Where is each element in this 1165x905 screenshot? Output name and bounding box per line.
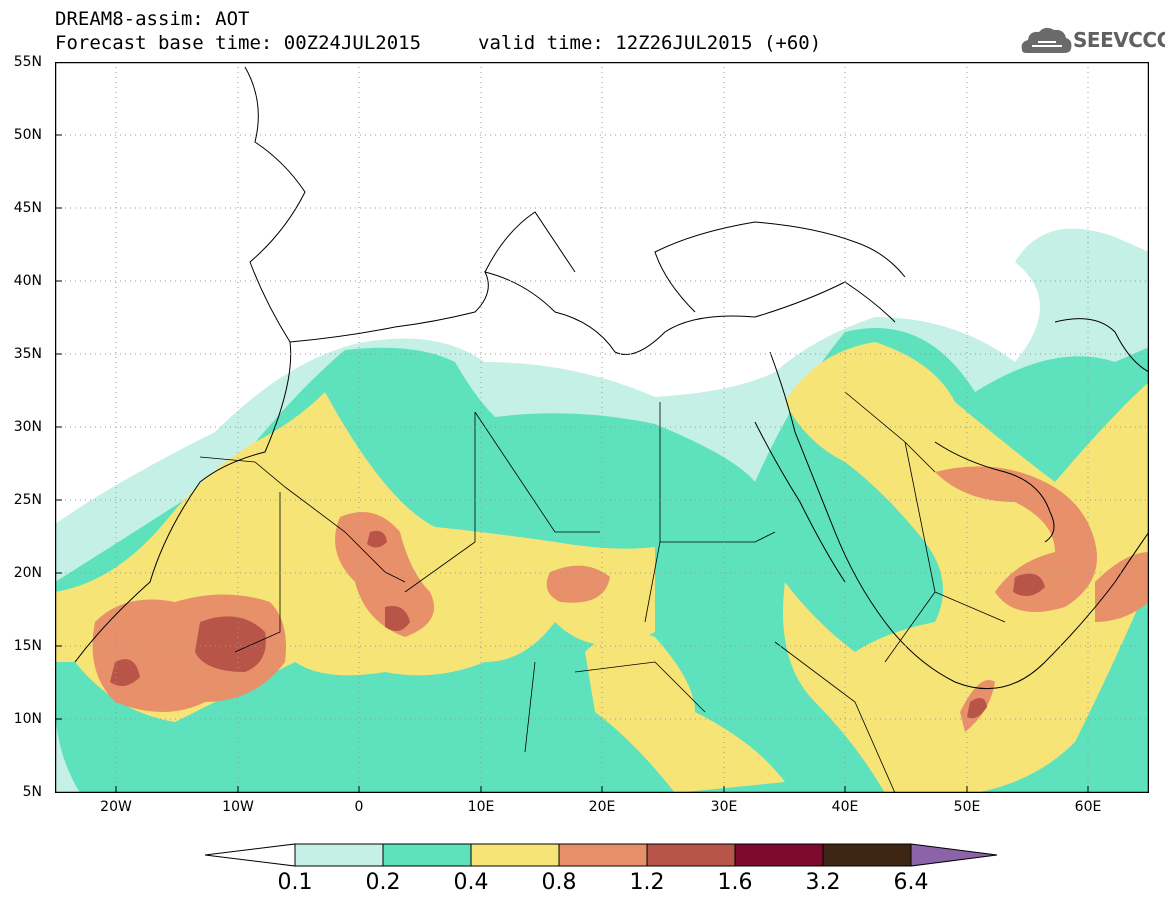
aot-fields [55, 228, 1149, 793]
band-0.4-arabia [783, 342, 1149, 793]
colorbar-label: 0.8 [541, 870, 577, 895]
colorbar-swatch [822, 843, 912, 867]
colorbar-swatch [470, 843, 560, 867]
colorbar-label: 3.2 [805, 870, 841, 895]
colorbar-swatch [558, 843, 648, 867]
lat-label: 50N [13, 127, 42, 143]
band-1.2 [195, 616, 266, 672]
borders [199, 391, 1006, 793]
colorbar-label: 0.4 [453, 870, 489, 895]
lon-label: 20W [100, 799, 132, 815]
lat-label: 35N [13, 346, 42, 362]
lat-label: 40N [13, 273, 42, 289]
lon-label: 50E [953, 799, 981, 815]
forecast-base-time: Forecast base time: 00Z24JUL2015 [55, 32, 422, 54]
lat-label: 20N [13, 565, 42, 581]
colorbar-label: 0.1 [277, 870, 313, 895]
colorbar-label: 1.6 [717, 870, 753, 895]
lat-label: 15N [13, 638, 42, 654]
cloud-icon [1021, 27, 1072, 53]
band-1.2-senegal [110, 659, 140, 686]
lat-label: 5N [22, 784, 42, 800]
colorbar-swatch [734, 843, 824, 867]
aot-map [55, 62, 1149, 793]
lon-label: 10E [467, 799, 495, 815]
lon-label: 60E [1074, 799, 1102, 815]
band-0.8-mali [335, 512, 435, 637]
lat-label: 55N [13, 54, 42, 70]
lat-label: 45N [13, 200, 42, 216]
colorbar-swatch [294, 843, 384, 867]
band-0.8-east [1095, 552, 1149, 622]
lat-label: 30N [13, 419, 42, 435]
colorbar-swatch [646, 843, 736, 867]
band-1.2-arabia [1013, 573, 1045, 596]
lon-label: 30E [710, 799, 738, 815]
colorbar-swatch [382, 843, 472, 867]
colorbar [205, 843, 998, 867]
gridlines [55, 62, 1149, 793]
lon-label: 20E [588, 799, 616, 815]
map-title: DREAM8-assim: AOT [55, 8, 250, 30]
coastlines [74, 66, 1149, 690]
band-1.2-niger [385, 606, 410, 631]
colorbar-label: 1.2 [629, 870, 665, 895]
colorbar-under [205, 843, 296, 867]
lon-label: 10W [222, 799, 254, 815]
lat-label: 10N [13, 711, 42, 727]
lon-label: 40E [831, 799, 859, 815]
colorbar-label: 0.2 [365, 870, 401, 895]
logo-text: SEEVCCC [1073, 28, 1165, 52]
axis-ticks [55, 134, 1089, 793]
band-0.8-oman [935, 466, 1097, 612]
band-0.8-chad [546, 565, 610, 603]
colorbar-label: 6.4 [893, 870, 929, 895]
lon-label: 0 [354, 799, 364, 815]
colorbar-over [910, 843, 998, 867]
band-1.2-horn [967, 698, 987, 719]
lat-label: 25N [13, 492, 42, 508]
valid-time: valid time: 12Z26JUL2015 (+60) [478, 32, 822, 54]
band-1.2-mali [367, 530, 387, 548]
band-0.4-east [585, 632, 785, 793]
